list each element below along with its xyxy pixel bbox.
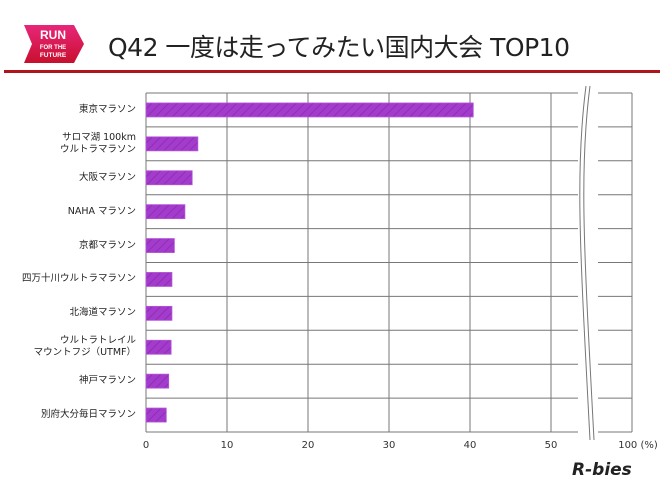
svg-text:RUN: RUN bbox=[40, 28, 66, 42]
svg-text:FOR THE: FOR THE bbox=[40, 45, 66, 51]
bar-8 bbox=[145, 339, 172, 355]
category-label: 別府大分毎日マラソン bbox=[40, 409, 136, 421]
category-label: 大阪マラソン bbox=[78, 171, 136, 183]
x-tick-label: 10 bbox=[220, 440, 234, 451]
bar-7 bbox=[145, 305, 173, 321]
category-label: 東京マラソン bbox=[78, 103, 136, 115]
bar-9 bbox=[145, 373, 170, 389]
bar-4 bbox=[145, 204, 186, 220]
run-for-the-future-logo: RUN FOR THE FUTURE bbox=[22, 25, 84, 63]
category-label: 北海道マラソン bbox=[69, 307, 136, 319]
category-label: 四万十川ウルトラマラソン bbox=[21, 273, 136, 285]
header-divider bbox=[4, 70, 660, 73]
category-label: サロマ湖 100km ウルトラマラソン bbox=[59, 131, 136, 155]
axis-break-lines bbox=[579, 85, 595, 441]
category-label: ウルトラトレイル マウントフジ（UTMF） bbox=[33, 335, 136, 359]
bar-6 bbox=[145, 272, 173, 287]
bar-3 bbox=[145, 170, 193, 186]
svg-text:FUTURE: FUTURE bbox=[40, 52, 67, 59]
r-bies-brand: R-bies bbox=[572, 460, 632, 480]
category-label: 神戸マラソン bbox=[78, 375, 136, 387]
x-tick-label: 30 bbox=[382, 440, 396, 451]
bar-10 bbox=[145, 407, 167, 423]
x-tick-label: 20 bbox=[301, 440, 315, 451]
bar-5 bbox=[145, 238, 175, 253]
axis-break-mask bbox=[578, 85, 598, 442]
x-tick-label: 50 bbox=[544, 440, 558, 451]
page-title: Q42 一度は走ってみたい国内大会 TOP10 bbox=[108, 33, 570, 62]
category-label: 京都マラソン bbox=[78, 239, 136, 251]
x-tick-label: 40 bbox=[463, 440, 477, 451]
x-tick-label: 0 bbox=[142, 440, 150, 451]
category-label: NAHA マラソン bbox=[67, 205, 136, 217]
bar-1 bbox=[145, 102, 474, 118]
x-tick-label: 100 (%) bbox=[618, 440, 658, 451]
bar-2 bbox=[145, 136, 199, 152]
